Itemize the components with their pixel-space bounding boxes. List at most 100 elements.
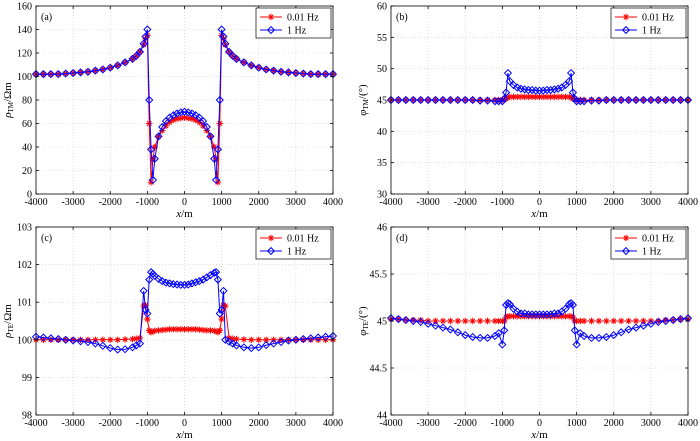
data-point-star [491, 96, 499, 104]
y-tick-label: 80 [22, 96, 32, 107]
data-point-star [173, 115, 181, 122]
legend-marker-diamond [621, 25, 631, 35]
data-point-star [216, 327, 223, 334]
data-point-diamond [661, 95, 670, 105]
data-point-diamond [461, 330, 470, 340]
data-point-star [525, 313, 532, 320]
data-point-star [603, 317, 610, 325]
legend: 0.01 Hz 1 Hz [610, 7, 687, 39]
y-axis-label: φTE/(°) [357, 306, 370, 336]
data-point-star [181, 326, 188, 333]
data-point-star [155, 327, 162, 334]
data-point-star [569, 314, 577, 321]
data-point-diamond [39, 70, 48, 79]
y-tick-label: 0 [27, 190, 32, 201]
y-tick-label: 44 [377, 411, 387, 422]
data-point-star [170, 116, 177, 124]
legend: 0.01 Hz 1 Hz [610, 228, 687, 260]
data-point-star [567, 313, 575, 320]
data-point-star [540, 93, 547, 101]
y-tick-label: 99 [22, 373, 32, 384]
y-tick-label: 103 [17, 223, 32, 234]
legend: 0.01 Hz 1 Hz [255, 228, 332, 260]
panel-4: -4000 -3000 -2000 -1000 0 1000 2000 3000 4000 44 4… [357, 223, 698, 441]
x-tick-label: 3000 [286, 418, 306, 429]
data-point-star [307, 336, 314, 343]
data-point-diamond [120, 58, 130, 67]
y-tick-label: 101 [17, 298, 32, 309]
data-point-diamond [139, 39, 148, 48]
data-point-star [177, 115, 184, 122]
data-point-diamond [631, 95, 641, 105]
data-point-diamond [546, 85, 555, 95]
data-point-star [147, 179, 155, 186]
data-point-star [562, 313, 569, 320]
data-point-diamond [546, 310, 555, 319]
data-point-diamond [314, 333, 323, 342]
panel-label: (b) [396, 12, 408, 23]
panel-3: -4000 -3000 -2000 -1000 0 1000 2000 3000 4000 98 9… [2, 223, 343, 441]
data-point-diamond [154, 132, 163, 141]
data-point-diamond [594, 333, 604, 343]
data-point-diamond [269, 66, 278, 75]
data-point-star [248, 336, 255, 343]
x-tick-label: 1000 [567, 418, 587, 429]
x-axis-label: x/m [530, 429, 548, 441]
data-point-star [211, 327, 218, 334]
data-point-star [476, 96, 484, 104]
data-point-star [525, 93, 532, 101]
data-point-star [133, 335, 140, 342]
x-tick-label: -1000 [491, 418, 514, 429]
data-point-star [417, 316, 424, 324]
data-point-star [207, 327, 214, 334]
data-point-diamond [535, 310, 544, 319]
y-tick-label: 60 [22, 119, 32, 130]
data-point-diamond [321, 332, 330, 341]
data-point-diamond [291, 335, 300, 344]
data-point-star [610, 317, 617, 325]
data-point-diamond [158, 122, 167, 132]
data-point-diamond [314, 70, 323, 79]
data-point-diamond [198, 117, 208, 126]
legend-label: 1 Hz [287, 26, 307, 37]
legend-label: 0.01 Hz [287, 234, 319, 245]
data-point-star [149, 155, 157, 162]
data-point-star [77, 336, 84, 343]
data-point-diamond [561, 304, 570, 313]
data-point-diamond [570, 326, 579, 335]
data-point-star [439, 317, 447, 325]
data-point-diamond [617, 328, 626, 337]
data-point-diamond [535, 86, 544, 95]
data-point-diamond [276, 67, 286, 76]
data-point-diamond [550, 85, 559, 94]
data-point-diamond [579, 331, 589, 341]
x-tick-label: -3000 [416, 418, 439, 429]
data-point-diamond [483, 333, 492, 343]
data-point-diamond [505, 299, 514, 309]
data-point-diamond [61, 69, 70, 78]
data-point-star [577, 96, 584, 104]
data-point-star [662, 316, 669, 324]
x-tick-label: 3000 [286, 197, 306, 208]
data-point-diamond [500, 94, 509, 103]
data-point-star [517, 93, 525, 101]
data-point-star [211, 143, 218, 151]
x-tick-label: -3000 [61, 418, 84, 429]
data-point-diamond [148, 175, 158, 185]
data-point-diamond [527, 310, 537, 319]
data-point-star [543, 313, 551, 320]
data-point-diamond [416, 95, 425, 105]
data-point-star [454, 317, 462, 325]
data-point-diamond [135, 339, 145, 348]
data-point-star [632, 317, 640, 325]
data-point-star [255, 336, 262, 343]
x-tick-label: 1000 [212, 197, 232, 208]
y-tick-label: 45 [377, 317, 387, 328]
data-point-diamond [232, 341, 241, 350]
x-tick-label: 3000 [641, 418, 661, 429]
data-point-diamond [83, 67, 93, 76]
data-point-diamond [217, 305, 226, 314]
data-point-diamond [494, 97, 503, 106]
data-point-diamond [269, 339, 278, 348]
data-point-star [216, 120, 223, 127]
